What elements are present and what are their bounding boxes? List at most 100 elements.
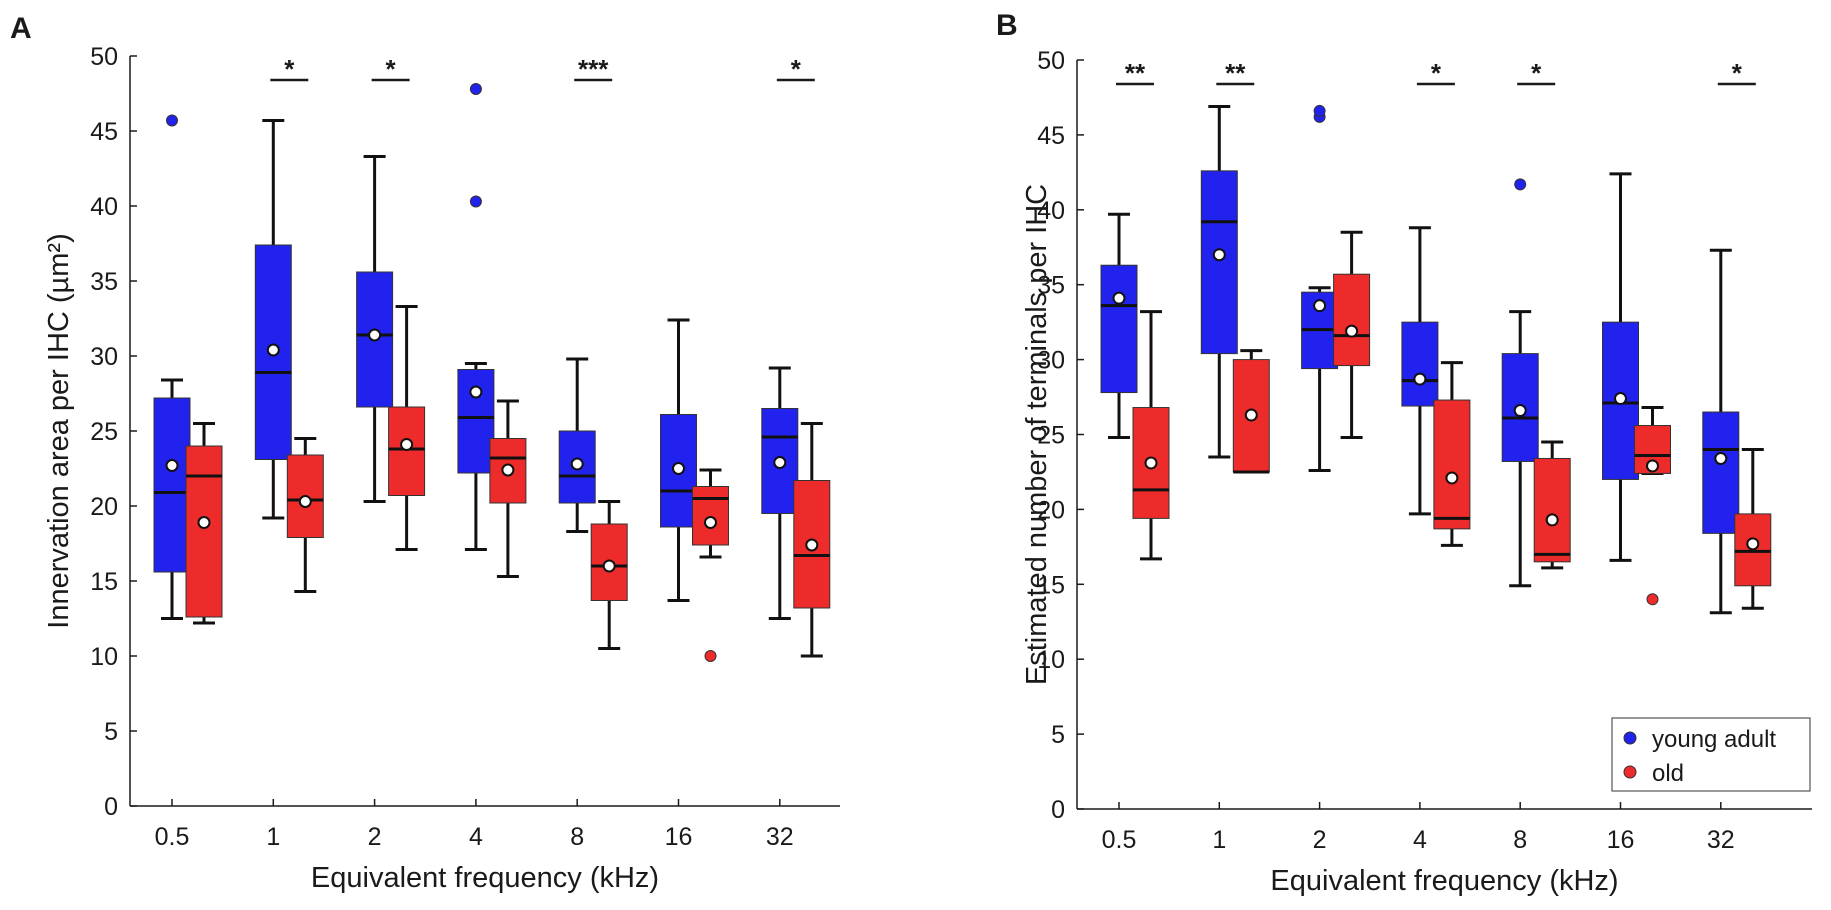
significance-label: * — [1431, 58, 1442, 88]
old-box-4 — [1433, 361, 1471, 547]
box-iqr — [1100, 264, 1138, 394]
outlier-point — [166, 114, 178, 127]
mean-marker — [1212, 248, 1226, 262]
mean-marker — [469, 385, 483, 399]
young-adult-box-4 — [457, 83, 495, 551]
x-tick-label: 1 — [1212, 826, 1226, 854]
legend-label: old — [1652, 760, 1684, 787]
box-iqr — [388, 406, 426, 496]
significance-label: * — [386, 54, 397, 84]
mean-marker — [1112, 291, 1126, 305]
legend-label: young adult — [1652, 726, 1776, 753]
panel-b: B 0 5 10 15 20 25 30 35 40 45 50 0.5 1 2 4 8 16 32 Equivale… — [996, 9, 1812, 897]
y-tick-label: 35 — [1037, 272, 1065, 300]
mean-marker — [1445, 471, 1459, 485]
y-tick-label: 40 — [90, 193, 118, 221]
mean-marker — [1545, 513, 1559, 527]
y-tick-label: 30 — [90, 343, 118, 371]
young-adult-box-4 — [1401, 226, 1439, 516]
box-iqr — [185, 445, 223, 618]
old-box-4 — [489, 399, 527, 578]
box-iqr — [692, 486, 729, 546]
mean-marker — [368, 328, 382, 342]
x-tick-label: 16 — [1607, 826, 1635, 854]
y-tick-label: 0 — [1051, 796, 1065, 824]
mean-marker — [602, 559, 616, 573]
mean-marker — [197, 516, 211, 529]
mean-marker — [570, 457, 584, 471]
y-tick-label: 35 — [90, 268, 118, 296]
outlier-point — [469, 195, 482, 208]
mean-marker — [773, 456, 787, 469]
outlier-point — [704, 650, 717, 662]
mean-marker — [1413, 372, 1427, 386]
y-tick-label: 20 — [1037, 496, 1065, 524]
x-tick-label: 4 — [469, 823, 483, 851]
mean-marker — [1144, 456, 1158, 470]
y-tick-label: 10 — [1037, 646, 1065, 674]
mean-marker — [1244, 408, 1258, 422]
significance-label: ** — [1225, 58, 1246, 88]
x-tick-label: 8 — [570, 823, 584, 851]
box-iqr — [1200, 170, 1238, 355]
old-box-16 — [1634, 406, 1671, 606]
panel-label: B — [996, 9, 1018, 42]
mean-marker — [266, 343, 280, 357]
x-axis-title: Equivalent frequency (kHz) — [1270, 865, 1618, 897]
mean-marker — [1646, 459, 1659, 473]
y-tick-label: 15 — [1037, 571, 1065, 599]
box-iqr — [457, 369, 495, 474]
legend: young adult old — [1611, 717, 1811, 792]
y-tick-label: 45 — [90, 118, 118, 146]
mean-marker — [672, 462, 685, 475]
x-tick-label: 4 — [1413, 826, 1427, 854]
significance-label: ** — [1125, 58, 1146, 88]
old-box-16 — [692, 468, 729, 662]
old-box-8 — [1533, 440, 1571, 570]
y-tick-label: 45 — [1037, 122, 1065, 150]
old-box-1 — [286, 437, 324, 593]
outlier-point — [1646, 593, 1659, 606]
young-adult-box-0_5 — [153, 114, 191, 620]
young-adult-box-8 — [1501, 178, 1539, 588]
y-tick-label: 0 — [104, 793, 118, 821]
outlier-point — [1313, 104, 1326, 117]
x-axis-title: Equivalent frequency (kHz) — [311, 862, 659, 894]
y-tick-label: 25 — [1037, 422, 1065, 450]
young-adult-box-32 — [761, 366, 799, 620]
old-box-8 — [590, 500, 628, 650]
significance-label: *** — [578, 54, 609, 84]
x-tick-label: 16 — [665, 823, 693, 851]
mean-marker — [1714, 451, 1728, 465]
y-tick-label: 25 — [90, 418, 118, 446]
old-box-0_5 — [185, 422, 223, 625]
mean-marker — [1746, 537, 1760, 551]
y-tick-label: 50 — [1037, 47, 1065, 75]
mean-marker — [298, 495, 312, 508]
mean-marker — [501, 463, 515, 477]
x-tick-label: 1 — [266, 823, 280, 851]
old-box-32 — [793, 422, 831, 658]
y-tick-label: 50 — [90, 43, 118, 71]
old-box-2 — [388, 305, 426, 551]
box-iqr — [1433, 399, 1471, 530]
x-tick-label: 2 — [368, 823, 382, 851]
mean-marker — [805, 538, 819, 552]
y-tick-label: 5 — [1051, 721, 1065, 749]
young-adult-box-2 — [1301, 104, 1339, 472]
x-tick-label: 2 — [1313, 826, 1327, 854]
mean-marker — [1313, 299, 1327, 313]
box-iqr — [153, 397, 191, 573]
y-tick-label: 40 — [1037, 197, 1065, 225]
mean-marker — [704, 516, 717, 529]
box-iqr — [1333, 273, 1371, 367]
mean-marker — [165, 459, 179, 472]
y-tick-label: 15 — [90, 568, 118, 596]
young-adult-box-1 — [254, 119, 292, 520]
x-tick-label: 0.5 — [155, 823, 190, 851]
young-adult-box-8 — [558, 357, 596, 533]
x-tick-label: 8 — [1513, 826, 1527, 854]
y-tick-label: 10 — [90, 643, 118, 671]
